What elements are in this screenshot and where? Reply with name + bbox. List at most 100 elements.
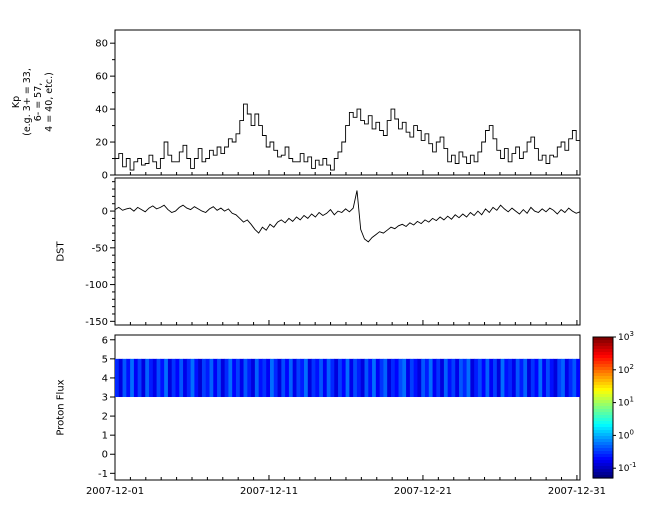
colorbar-gradient-step	[593, 415, 613, 419]
colorbar-gradient-step	[593, 442, 613, 446]
colorbar-tick-label: 100	[618, 428, 634, 441]
colorbar-gradient-step	[593, 466, 613, 470]
colorbar-gradient-step	[593, 394, 613, 398]
flux-heatmap-column	[239, 358, 244, 398]
dst-panel: 0 -50 -100 -150	[85, 177, 581, 328]
colorbar-gradient-step	[593, 364, 613, 368]
colorbar-gradient-step	[593, 412, 613, 416]
kp-ytick-label: 80	[95, 39, 108, 50]
flux-heatmap-column	[118, 358, 123, 398]
flux-heatmap-column	[508, 358, 513, 398]
flux-heatmap-column	[372, 358, 377, 398]
flux-heatmap-column	[311, 358, 316, 398]
colorbar-gradient-step	[593, 382, 613, 386]
flux-heatmap-column	[349, 358, 354, 398]
kp-ytick-label: 40	[95, 105, 108, 116]
colorbar-gradient-step	[593, 436, 613, 440]
x-axis-date-labels: 2007-12-01 2007-12-11 2007-12-21 2007-12-31	[86, 486, 606, 497]
flux-heatmap-column	[564, 358, 570, 398]
flux-heatmap-column	[213, 358, 218, 398]
colorbar-gradient-step	[593, 385, 613, 389]
flux-heatmap-column	[356, 358, 362, 398]
dst-series-line	[114, 190, 581, 243]
flux-heatmap-column	[383, 358, 388, 398]
flux-heatmap-column	[201, 358, 207, 398]
colorbar-gradient-step	[593, 376, 613, 380]
flux-heatmap-column	[186, 358, 192, 398]
colorbar-gradient-step	[593, 472, 613, 476]
flux-heatmap-column	[152, 358, 157, 398]
flux-heatmap-column	[281, 358, 286, 398]
flux-heatmap-column	[523, 358, 528, 398]
flux-heatmap	[115, 358, 580, 398]
flux-heatmap-column	[511, 358, 517, 398]
flux-heatmap-column	[190, 358, 195, 398]
flux-heatmap-column	[198, 358, 203, 398]
flux-heatmap-column	[500, 358, 505, 398]
colorbar-gradient-step	[593, 424, 613, 428]
flux-heatmap-column	[428, 358, 433, 398]
flux-heatmap-column	[387, 358, 392, 398]
kp-ytick-label: 20	[95, 138, 108, 149]
x-tick-label: 2007-12-11	[240, 486, 298, 497]
flux-heatmap-column	[156, 358, 161, 398]
flux-heatmap-column	[489, 358, 494, 398]
flux-heatmap-column	[576, 358, 580, 398]
flux-heatmap-column	[432, 358, 437, 398]
flux-heatmap-column	[519, 358, 524, 398]
flux-heatmap-column	[130, 358, 135, 398]
kp-ytick-label: 0	[102, 171, 108, 182]
flux-heatmap-column	[443, 358, 449, 398]
flux-heatmap-column	[307, 358, 312, 398]
colorbar-gradient-step	[593, 388, 613, 392]
flux-heatmap-column	[232, 358, 237, 398]
flux-heatmap-column	[345, 358, 350, 398]
flux-heatmap-column	[451, 358, 456, 398]
flux-heatmap-column	[417, 358, 422, 398]
colorbar-tick-label: 103	[618, 330, 634, 343]
flux-heatmap-column	[220, 358, 226, 398]
flux-heatmap-column	[447, 358, 452, 398]
flux-heatmap-column	[390, 358, 396, 398]
flux-ytick-label: -1	[98, 469, 108, 480]
flux-heatmap-column	[205, 358, 210, 398]
flux-heatmap-column	[545, 358, 551, 398]
colorbar-gradient-step	[593, 337, 613, 341]
colorbar-gradient-step	[593, 400, 613, 404]
colorbar-gradient-step	[593, 460, 613, 464]
flux-heatmap-column	[406, 358, 411, 398]
colorbar-gradient-step	[593, 340, 613, 344]
flux-heatmap-column	[549, 358, 554, 398]
flux-heatmap-column	[277, 358, 282, 398]
colorbar-gradient-step	[593, 409, 613, 413]
flux-heatmap-column	[194, 358, 199, 398]
flux-heatmap-column	[360, 358, 365, 398]
kp-panel-frame	[114, 29, 581, 176]
flux-heatmap-column	[527, 358, 532, 398]
colorbar-gradient-step	[593, 403, 613, 407]
flux-ytick-label: 2	[102, 412, 108, 423]
flux-heatmap-column	[538, 358, 543, 398]
colorbar: 103 102 101 100 10-1	[592, 330, 636, 479]
flux-heatmap-column	[353, 358, 358, 398]
flux-heatmap-column	[235, 358, 241, 398]
colorbar-gradient-step	[593, 433, 613, 437]
flux-ytick-label: 4	[102, 373, 108, 384]
colorbar-gradient-step	[593, 421, 613, 425]
flux-heatmap-column	[145, 358, 150, 398]
flux-heatmap-column	[243, 358, 248, 398]
flux-heatmap-column	[273, 358, 278, 398]
flux-heatmap-column	[315, 358, 320, 398]
flux-heatmap-column	[572, 358, 577, 398]
flux-heatmap-column	[436, 358, 441, 398]
colorbar-gradient-step	[593, 391, 613, 395]
colorbar-gradient-step	[593, 454, 613, 458]
flux-heatmap-column	[493, 358, 498, 398]
colorbar-gradient-step	[593, 439, 613, 443]
flux-ytick-label: 1	[102, 431, 108, 442]
flux-heatmap-column	[296, 358, 301, 398]
flux-heatmap-column	[470, 358, 475, 398]
flux-heatmap-column	[542, 358, 547, 398]
